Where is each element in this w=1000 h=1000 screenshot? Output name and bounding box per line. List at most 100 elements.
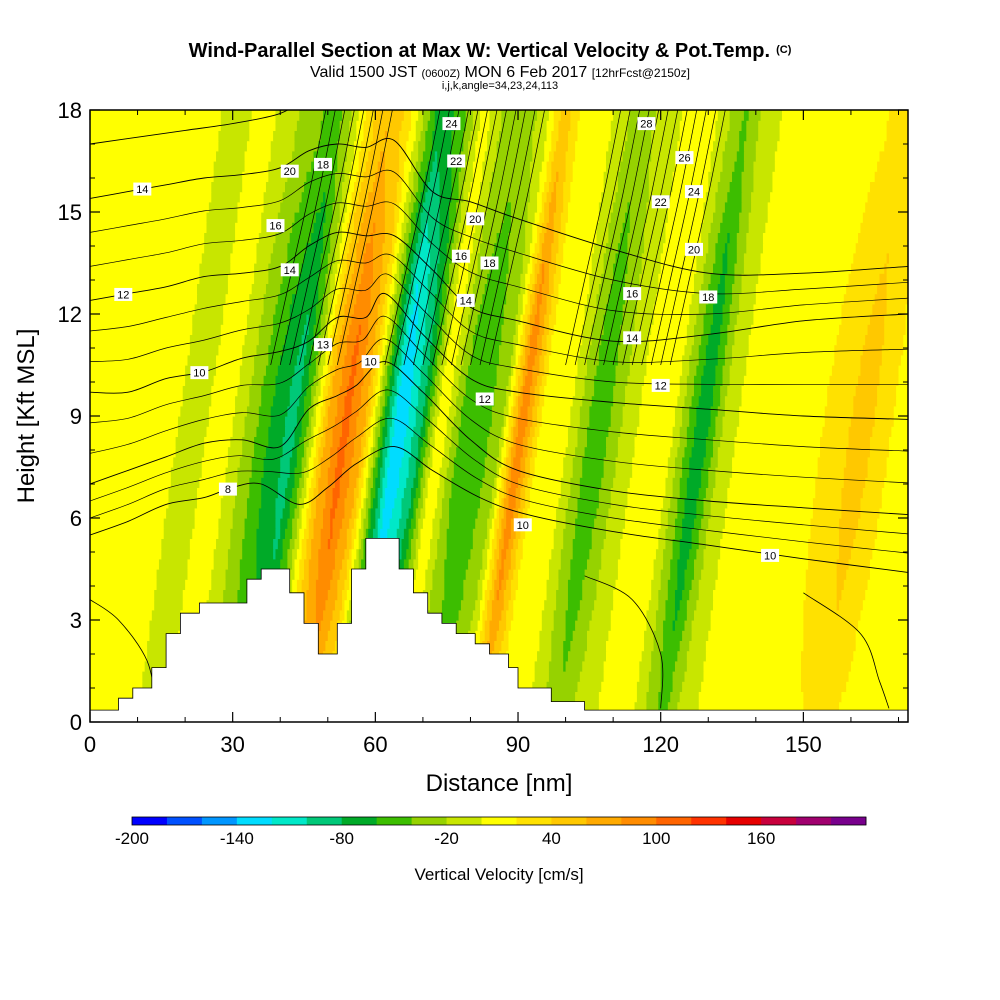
field-cell xyxy=(886,283,908,295)
field-cell xyxy=(506,283,522,295)
isentrope-line xyxy=(394,110,450,366)
field-cell xyxy=(703,212,714,223)
colorbar-swatch xyxy=(726,817,762,825)
field-cell xyxy=(370,416,376,427)
field-cell xyxy=(689,416,697,427)
field-cell xyxy=(532,681,548,692)
field-cell xyxy=(608,140,626,152)
field-cell xyxy=(629,110,657,121)
field-cell xyxy=(170,477,200,488)
field-cell xyxy=(727,324,736,335)
field-cell xyxy=(525,222,533,233)
field-cell xyxy=(365,405,372,417)
field-cell xyxy=(415,507,422,519)
field-cell xyxy=(235,497,248,509)
field-cell xyxy=(396,222,403,233)
field-cell xyxy=(337,579,346,590)
field-cell xyxy=(698,344,707,356)
field-cell xyxy=(582,589,598,601)
isentrope-line xyxy=(451,110,507,366)
field-cell xyxy=(318,558,336,570)
field-cell xyxy=(722,303,731,315)
field-cell xyxy=(563,191,571,203)
field-cell xyxy=(301,334,307,346)
field-cell xyxy=(810,528,840,539)
field-cell xyxy=(484,630,491,641)
field-cell xyxy=(691,620,712,631)
field-cell xyxy=(294,365,305,376)
field-cell xyxy=(567,497,579,509)
field-cell xyxy=(327,252,336,264)
field-cell xyxy=(399,273,403,284)
field-cell xyxy=(408,303,414,315)
field-cell xyxy=(441,507,450,519)
field-cell xyxy=(591,538,605,550)
field-cell xyxy=(736,242,747,254)
field-cell xyxy=(197,497,222,509)
field-cell xyxy=(653,303,690,315)
field-cell xyxy=(439,395,453,407)
field-cell xyxy=(90,120,222,131)
field-cell xyxy=(394,344,400,356)
field-cell xyxy=(470,303,481,315)
field-cell xyxy=(415,487,422,499)
field-cell xyxy=(812,497,843,509)
field-cell xyxy=(884,334,904,346)
field-cell xyxy=(380,497,386,509)
field-cell xyxy=(672,538,681,550)
field-cell xyxy=(805,579,838,590)
contour-label-bg xyxy=(699,290,718,304)
field-cell xyxy=(677,497,686,509)
field-cell xyxy=(430,589,445,601)
field-cell xyxy=(394,426,407,437)
field-cell xyxy=(503,599,510,611)
field-cell xyxy=(513,599,545,611)
field-cell xyxy=(513,334,519,346)
field-cell xyxy=(501,446,507,458)
field-cell xyxy=(670,446,678,458)
field-cell xyxy=(627,252,643,264)
field-cell xyxy=(477,589,483,601)
colorbar-swatch xyxy=(446,817,482,825)
field-cell xyxy=(682,405,690,417)
field-cell xyxy=(860,365,881,376)
field-cell xyxy=(765,222,862,233)
field-cell xyxy=(677,579,686,590)
field-cell xyxy=(682,416,690,427)
field-cell xyxy=(323,507,331,519)
field-cell xyxy=(308,365,317,376)
field-cell xyxy=(346,150,355,162)
field-cell xyxy=(544,212,550,223)
field-cell xyxy=(384,497,395,509)
field-cell xyxy=(541,375,548,386)
field-cell xyxy=(705,640,804,652)
field-cell xyxy=(320,538,329,550)
field-cell xyxy=(629,354,648,366)
field-cell xyxy=(551,191,557,203)
field-cell xyxy=(713,314,724,325)
field-cell xyxy=(670,558,678,570)
field-cell xyxy=(601,548,621,560)
field-cell xyxy=(494,579,500,590)
field-cell xyxy=(755,150,776,162)
field-cell xyxy=(446,344,460,356)
isentrope-label: 14 xyxy=(136,184,148,196)
field-cell xyxy=(610,212,626,223)
field-cell xyxy=(610,283,626,295)
field-cell xyxy=(251,467,265,478)
field-cell xyxy=(363,528,367,539)
field-cell xyxy=(579,487,600,499)
field-cell xyxy=(427,293,436,305)
field-cell xyxy=(287,548,293,560)
field-cell xyxy=(394,416,410,427)
field-cell xyxy=(418,283,429,295)
field-cell xyxy=(437,385,443,397)
field-cell xyxy=(644,232,667,244)
field-cell xyxy=(292,222,315,233)
field-cell xyxy=(177,416,210,427)
field-cell xyxy=(313,456,319,468)
field-cell xyxy=(280,456,291,468)
field-cell xyxy=(444,487,453,499)
field-cell xyxy=(544,201,550,213)
field-cell xyxy=(663,497,671,509)
